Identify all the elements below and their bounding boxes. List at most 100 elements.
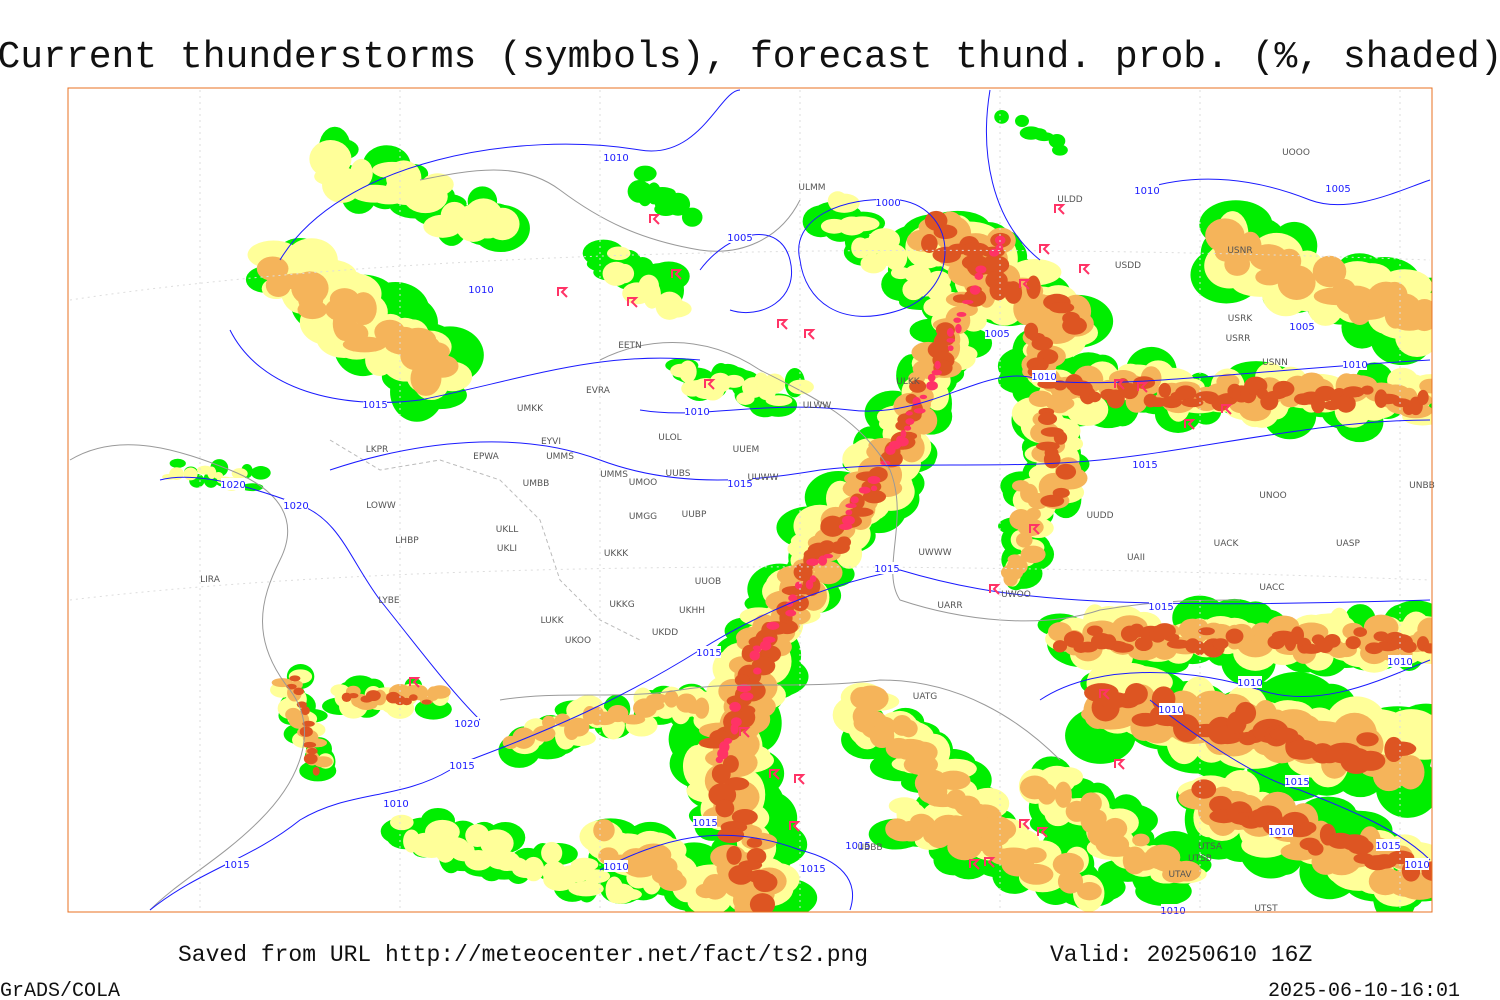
shade-cell — [1417, 389, 1429, 405]
shade-cell — [746, 837, 763, 848]
shade-cell — [1181, 398, 1204, 408]
shade-cell — [1410, 298, 1432, 332]
shade-cell — [715, 799, 735, 818]
storm-symbol — [1114, 759, 1126, 770]
isobar-label: 1020 — [283, 501, 308, 512]
shade-cell — [760, 640, 772, 651]
isobar-label: 1005 — [727, 233, 752, 244]
shade-cell — [1132, 833, 1150, 847]
station-label: LYBE — [378, 596, 399, 606]
shade-cell — [183, 467, 198, 481]
station-label: UKDD — [652, 628, 678, 638]
station-label: UACK — [1214, 539, 1240, 549]
shade-cell — [926, 279, 952, 302]
shade-cell — [923, 298, 945, 317]
station-label: UTST — [1254, 904, 1278, 914]
isobar-label-bg — [728, 477, 752, 489]
storm-symbol — [704, 379, 716, 390]
shade-cell — [1323, 634, 1341, 648]
shade-cell — [850, 496, 859, 504]
map-labels: 1010 1010 1015 1020 1020 1005 1000 1010 1015 1005… — [200, 148, 1435, 917]
isobar-label-bg — [604, 151, 628, 163]
storm-symbol — [1019, 819, 1031, 830]
shade-cell — [1299, 644, 1324, 654]
shade-cell — [566, 717, 590, 737]
isobar-label-bg — [728, 231, 752, 243]
shade-cell — [1052, 852, 1084, 877]
shade-cell — [169, 467, 184, 480]
isobar-label-bg — [450, 759, 474, 771]
shade-cell — [841, 515, 855, 526]
station-label: UTSA — [1198, 842, 1223, 852]
shade-cell — [568, 880, 604, 897]
isobar-label-bg — [1285, 775, 1309, 787]
isobar-label: 1000 — [875, 198, 900, 209]
shade-cell — [845, 503, 857, 509]
storm-symbol — [1184, 419, 1196, 430]
station-label: USNN — [1262, 358, 1288, 368]
shade-cell — [1106, 389, 1125, 409]
shade-cell — [401, 697, 412, 706]
storm-symbol — [409, 677, 421, 688]
isobar-label: 1010 — [1387, 657, 1412, 668]
shade-cell — [749, 893, 776, 912]
shade-cell — [788, 379, 814, 395]
station-label: UMOO — [629, 478, 658, 488]
shade-cell — [682, 744, 712, 788]
shade-cell — [1272, 380, 1295, 398]
shade-cell — [931, 369, 942, 376]
shade-cell — [1057, 869, 1084, 894]
shade-cell — [1277, 265, 1316, 300]
shade-cell — [814, 560, 843, 585]
station-label: UKKG — [609, 600, 634, 610]
isobar-label: 1010 — [1237, 678, 1262, 689]
shade-cell — [955, 323, 962, 334]
station-label: UUBS — [666, 469, 691, 479]
shade-cell — [1267, 615, 1300, 636]
shade-cell — [1054, 781, 1072, 808]
shade-cell — [512, 727, 536, 749]
shade-cell — [933, 224, 958, 240]
station-label: UWOO — [1001, 590, 1031, 600]
station-label: ULMM — [798, 183, 825, 193]
storm-symbol — [1019, 279, 1031, 290]
shade-cell — [1055, 463, 1077, 480]
shade-cell — [1191, 779, 1217, 799]
shade-cell — [946, 327, 954, 337]
storm-symbol — [649, 214, 661, 225]
station-label: UKLL — [496, 525, 519, 535]
station-label: UMMS — [546, 452, 574, 462]
storm-symbol — [1079, 264, 1091, 275]
station-label: UUDD — [1086, 511, 1113, 521]
isobar-label: 1015 — [1132, 460, 1157, 471]
shade-cell — [847, 507, 874, 517]
shade-cell — [522, 856, 545, 882]
storm-symbol — [739, 727, 751, 738]
isobar-label-bg — [693, 816, 717, 828]
isobar-label-bg — [1405, 858, 1429, 870]
shade-cell — [312, 766, 320, 776]
shade-cell — [936, 770, 971, 791]
isobar-label: 1015 — [1284, 777, 1309, 788]
station-label: EETN — [618, 341, 642, 351]
shade-cell — [956, 312, 967, 317]
shade-cell — [884, 244, 908, 271]
isobar-label-bg — [1326, 182, 1350, 194]
station-label: USRK — [1228, 314, 1254, 324]
shade-cell — [694, 697, 710, 719]
shade-cell — [1300, 821, 1317, 834]
storm-symbol — [1221, 404, 1233, 415]
isobar-label: 1010 — [1134, 186, 1159, 197]
isobar-label-bg — [469, 283, 493, 295]
isobar-label: 1010 — [468, 285, 493, 296]
isobar-label-bg — [455, 717, 479, 729]
storm-symbol — [1037, 827, 1049, 838]
shade-cell — [753, 667, 762, 675]
isobar-label: 1015 — [800, 864, 825, 875]
shade-cell — [1135, 876, 1192, 906]
shade-cell — [421, 173, 454, 196]
isobar-label-bg — [876, 196, 900, 208]
shade-cell — [1417, 617, 1432, 642]
